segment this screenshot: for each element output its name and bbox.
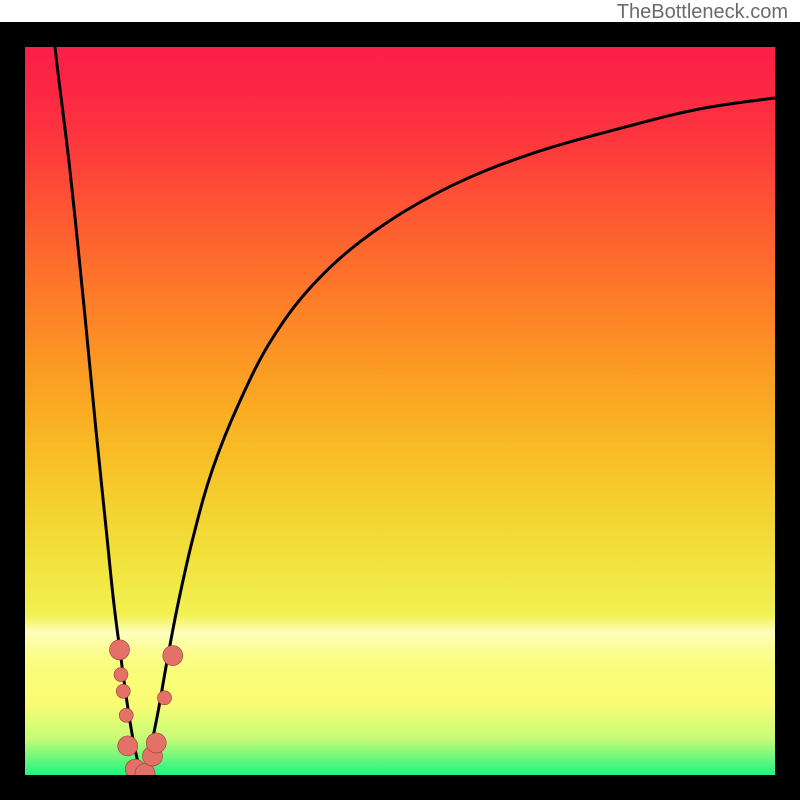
data-marker xyxy=(110,640,130,660)
gradient-plot-area xyxy=(25,47,775,775)
data-marker xyxy=(163,646,183,666)
data-marker xyxy=(146,733,166,753)
data-marker xyxy=(116,684,130,698)
watermark-text: TheBottleneck.com xyxy=(617,1,788,23)
bottleneck-chart: TheBottleneck.com xyxy=(0,0,800,800)
data-marker xyxy=(158,691,172,705)
data-marker xyxy=(118,736,138,756)
data-marker xyxy=(119,708,133,722)
data-marker xyxy=(114,668,128,682)
